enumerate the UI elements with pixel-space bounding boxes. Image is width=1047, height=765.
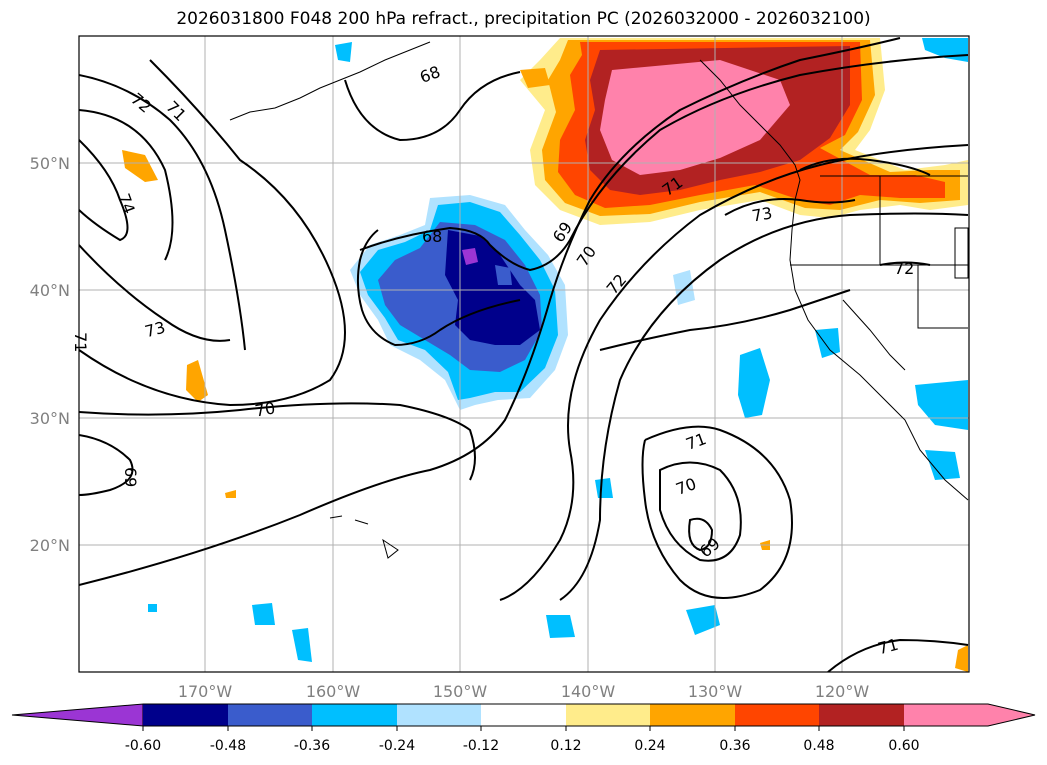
colorbar-tick-label: 0.24 xyxy=(634,738,665,754)
colorbar-swatch xyxy=(819,704,904,726)
precip-negative-spot-9 xyxy=(686,605,720,635)
lat-label: 40°N xyxy=(30,281,70,300)
precip-positive-spot-2 xyxy=(186,360,208,402)
lat-label: 20°N xyxy=(30,536,70,555)
colorbar: -0.60 -0.48 -0.36 -0.24 -0.12 0.12 0.24 … xyxy=(11,703,1036,754)
contour-label: 70 xyxy=(253,398,276,420)
colorbar-tick-label: -0.12 xyxy=(463,738,499,754)
longitude-labels: 170°W 160°W 150°W 140°W 130°W 120°W xyxy=(178,682,870,701)
colorbar-tick-label: 0.48 xyxy=(803,738,834,754)
lon-label: 160°W xyxy=(306,682,361,701)
colorbar-swatch xyxy=(228,704,312,726)
contour-label: 73 xyxy=(143,318,168,342)
precip-positive-spot-3 xyxy=(520,68,550,88)
precip-negative-spot-purple-2 xyxy=(495,265,512,285)
precip-negative-spot-2 xyxy=(815,328,840,358)
colorbar-tick-label: 0.12 xyxy=(550,738,581,754)
colorbar-swatch xyxy=(397,704,481,726)
precip-negative-spot-6 xyxy=(335,42,352,62)
lon-label: 140°W xyxy=(561,682,616,701)
colorbar-swatch xyxy=(481,704,566,726)
contour-label: 72 xyxy=(894,259,914,278)
map-border xyxy=(78,35,970,673)
precip-negative-spot-10 xyxy=(546,615,575,638)
colorbar-tick-label: -0.24 xyxy=(379,738,415,754)
colorbar-swatch xyxy=(312,704,397,726)
map-title: 2026031800 F048 200 hPa refract., precip… xyxy=(176,9,871,29)
precip-negative-spot-purple-1 xyxy=(462,248,478,265)
precip-positive-spot-6 xyxy=(955,645,968,672)
precip-negative-spot-8 xyxy=(673,270,695,305)
lon-label: 130°W xyxy=(688,682,743,701)
lon-label: 150°W xyxy=(433,682,488,701)
colorbar-tick-label: -0.36 xyxy=(294,738,330,754)
contour-label: 71 xyxy=(876,635,901,659)
colorbar-extend-low xyxy=(11,703,144,727)
colorbar-extend-high xyxy=(904,704,1035,726)
precip-positive-region-nw-5 xyxy=(600,60,790,175)
lat-label: 50°N xyxy=(30,154,70,173)
precip-negative-spot-4 xyxy=(925,450,960,480)
precip-positive-spot-4 xyxy=(225,490,236,498)
colorbar-swatch xyxy=(650,704,735,726)
refractivity-contours xyxy=(79,37,969,672)
colorbar-tick-label: 0.60 xyxy=(888,738,919,754)
colorbar-tick-label: 0.36 xyxy=(719,738,750,754)
contour-label: 71 xyxy=(71,332,90,352)
precip-negative-spot-7 xyxy=(595,478,613,498)
gridlines xyxy=(79,36,969,672)
colorbar-swatch xyxy=(143,704,228,726)
colorbar-swatch xyxy=(735,704,819,726)
lon-label: 170°W xyxy=(178,682,233,701)
precip-positive-spot-1 xyxy=(122,150,158,182)
colorbar-tick-label: -0.60 xyxy=(125,738,161,754)
precip-negative-spot-11 xyxy=(252,603,275,625)
contour-label: 68 xyxy=(422,227,442,246)
precip-negative-spot-13 xyxy=(148,604,157,612)
lat-label: 30°N xyxy=(30,409,70,428)
colorbar-swatch xyxy=(566,704,650,726)
colorbar-tick-label: -0.48 xyxy=(210,738,246,754)
contour-label: 69 xyxy=(121,467,140,487)
precip-negative-spot-1 xyxy=(738,348,770,418)
coastlines xyxy=(229,41,969,559)
contour-label: 73 xyxy=(750,203,773,225)
lon-label: 120°W xyxy=(815,682,870,701)
latitude-labels: 50°N 40°N 30°N 20°N xyxy=(30,154,70,555)
precip-negative-spot-12 xyxy=(292,628,312,662)
